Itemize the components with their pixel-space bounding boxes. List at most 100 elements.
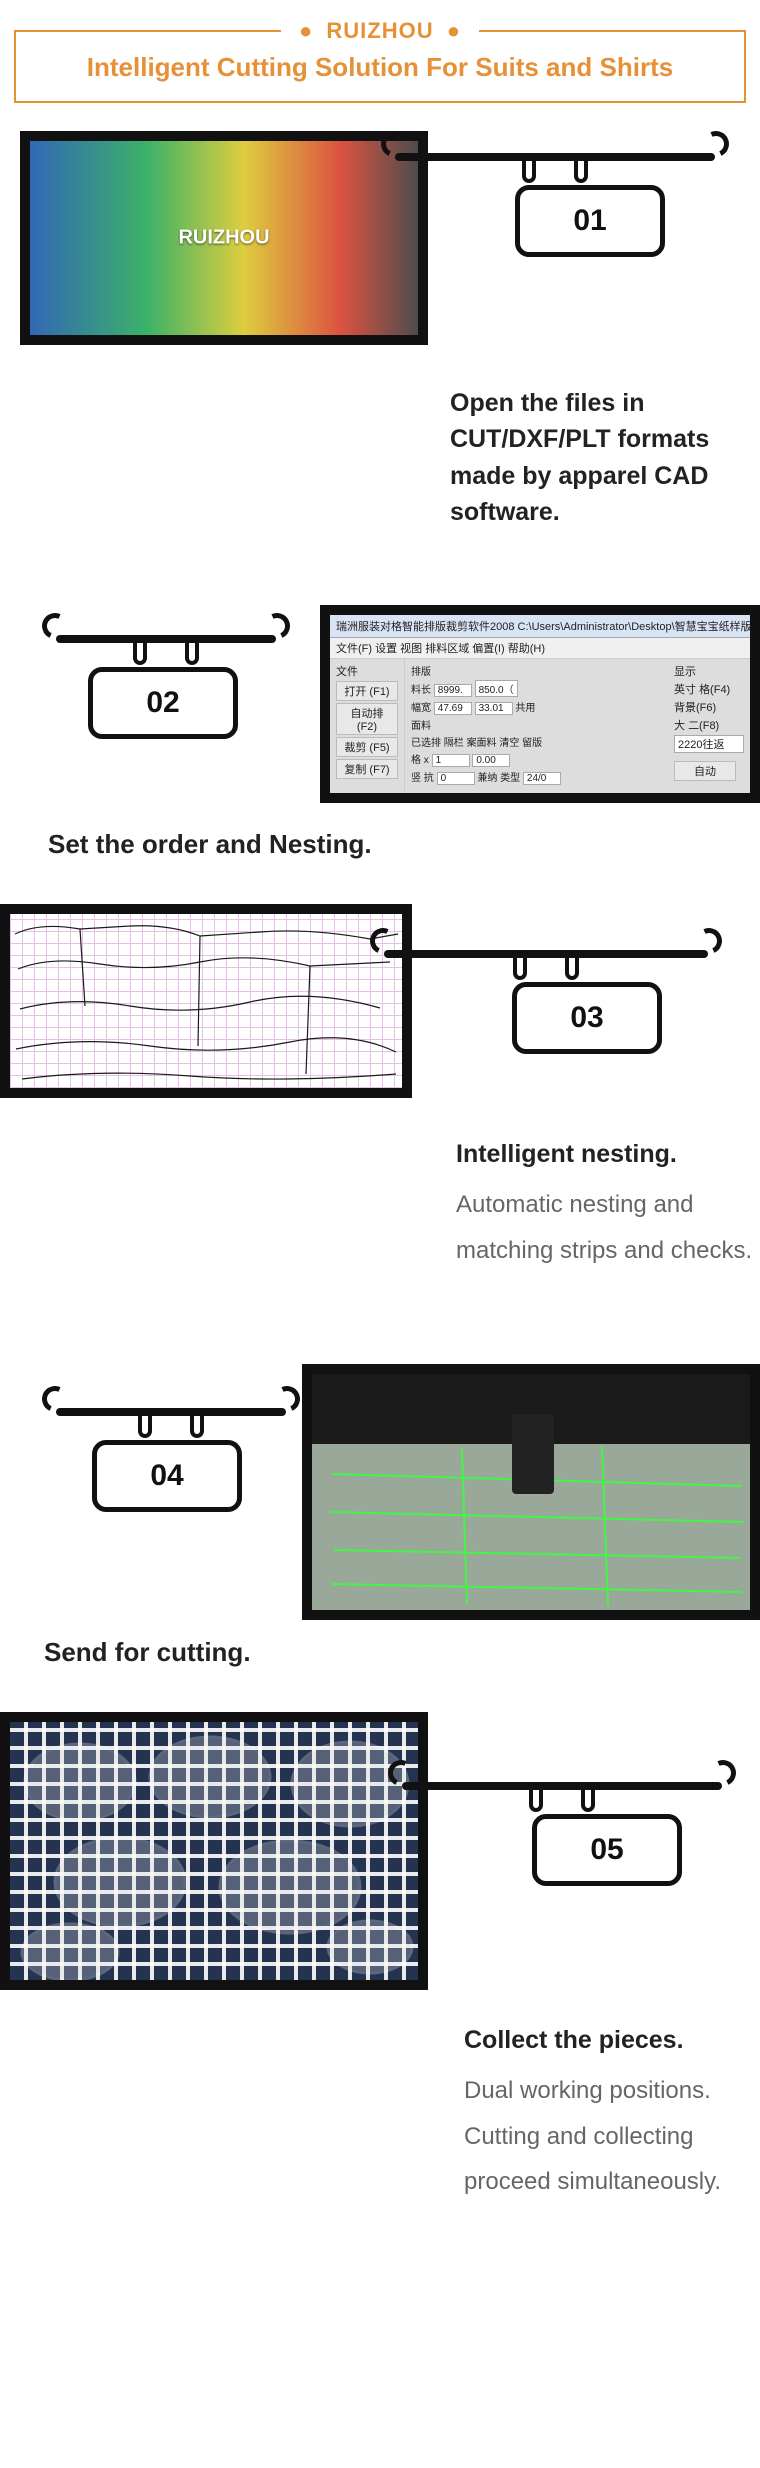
sw-back-label: 背景(F6) xyxy=(674,702,716,714)
curl-icon xyxy=(699,127,732,160)
hanger-icon xyxy=(138,1416,152,1438)
nesting-pattern-icon xyxy=(10,914,402,1088)
hanger-icon xyxy=(529,1790,543,1812)
sw-right-column: 显示 英寸 格(F4) 背景(F6) 大 二(F8) 2220往返 自动 xyxy=(668,659,750,791)
step-04-number: 04 xyxy=(92,1440,242,1512)
step-05-body: Dual working positions. Cutting and coll… xyxy=(464,2068,760,2205)
step-01-image-caption: RUIZHOU xyxy=(178,227,269,250)
curl-icon xyxy=(692,924,725,957)
step-01-title: Open the files in CUT/DXF/PLT formats ma… xyxy=(450,385,740,530)
hanger-icon xyxy=(513,958,527,980)
step-04-sign: 04 xyxy=(56,1408,286,1512)
sign-hangers xyxy=(56,1416,286,1438)
sw-button-open[interactable]: 打开 (F1) xyxy=(336,681,398,701)
sw-accept-label: 兼纳 xyxy=(477,773,497,784)
sign-bar xyxy=(384,950,708,958)
sw-button-cut[interactable]: 裁剪 (F5) xyxy=(336,737,398,757)
step-01-number: 01 xyxy=(515,185,665,257)
sw-share-label: 共用 xyxy=(515,703,535,714)
curl-icon xyxy=(38,1382,71,1415)
step-05-title: Collect the pieces. xyxy=(464,2022,760,2058)
hanger-icon xyxy=(581,1790,595,1812)
header-subtitle: Intelligent Cutting Solution For Suits a… xyxy=(36,50,724,85)
header-box: ● RUIZHOU ● Intelligent Cutting Solution… xyxy=(14,30,746,103)
sign-hangers xyxy=(402,1790,722,1812)
hanger-icon xyxy=(190,1416,204,1438)
sw-auto-button[interactable]: 自动 xyxy=(674,761,736,781)
sw-fabric-label: 面料 xyxy=(411,721,431,732)
step-03-number: 03 xyxy=(512,982,662,1054)
sign-bar xyxy=(56,1408,286,1416)
step-02-number: 02 xyxy=(88,667,238,739)
cutting-machine-icon xyxy=(312,1374,750,1610)
sw-type-label: 类型 xyxy=(500,773,520,784)
step-03: 03 Intelligent nesting. Automatic nestin… xyxy=(0,904,760,1354)
step-03-body: Automatic nesting and matching strips an… xyxy=(456,1182,756,1273)
sw-height-input-1[interactable]: 47.69 xyxy=(434,702,472,715)
curl-icon xyxy=(38,609,71,642)
brand-label: ● RUIZHOU ● xyxy=(281,18,479,44)
sw-big-label: 大 xyxy=(674,720,685,732)
sw-height-input-2[interactable]: 33.01 xyxy=(475,702,513,715)
step-01-sign: 01 xyxy=(395,153,715,257)
step-02: 瑞洲服装对格智能排版裁剪软件2008 C:\Users\Administrato… xyxy=(0,605,760,865)
curl-icon xyxy=(706,1756,739,1789)
sw-picks-label: 已选排 xyxy=(411,738,441,749)
hanger-icon xyxy=(185,643,199,665)
sw-title-bar: 瑞洲服装对格智能排版裁剪软件2008 C:\Users\Administrato… xyxy=(330,615,750,638)
sw-button-autonest[interactable]: 自动排 (F2) xyxy=(336,703,398,735)
sw-gx-input[interactable]: 1 xyxy=(432,754,470,767)
sw-opt-c: 清空 xyxy=(499,738,519,749)
step-02-sign: 02 xyxy=(56,635,276,739)
sw-params-panel: 排版 料长 8999. 850.0（ 幅宽 47.69 33.01 共用 面料 xyxy=(405,659,668,791)
sw-opt-d: 留版 xyxy=(522,738,542,749)
brand-text: RUIZHOU xyxy=(326,18,433,43)
hanger-icon xyxy=(574,161,588,183)
sw-height-label: 幅宽 xyxy=(411,703,431,714)
plaid-pieces-icon xyxy=(10,1722,418,1980)
sw-nesting-header: 排版 xyxy=(411,663,662,678)
sw-width-input-1[interactable]: 8999. xyxy=(434,684,472,697)
sw-col-header: 文件 xyxy=(336,663,398,679)
step-01: RUIZHOU 01 Open the files in CUT/DXF/PLT… xyxy=(0,131,760,585)
sw-gx-label: 格 x xyxy=(411,755,429,766)
sw-grid-label: 格(F4) xyxy=(699,684,730,696)
sign-hangers xyxy=(56,643,276,665)
sw-opt-b: 案面料 xyxy=(467,738,497,749)
software-ui-mock: 瑞洲服装对格智能排版裁剪软件2008 C:\Users\Administrato… xyxy=(330,615,750,793)
sw-button-copy[interactable]: 复制 (F7) xyxy=(336,759,398,779)
hanger-icon xyxy=(522,161,536,183)
sw-width-label: 料长 xyxy=(411,685,431,696)
step-03-text: Intelligent nesting. Automatic nesting a… xyxy=(456,1136,756,1273)
step-01-image: RUIZHOU xyxy=(20,131,428,345)
curl-icon xyxy=(270,1382,303,1415)
hanger-icon xyxy=(133,643,147,665)
sw-type-input[interactable]: 24/0 xyxy=(523,772,561,785)
step-04: 04 xyxy=(0,1364,760,1684)
sign-hangers xyxy=(395,161,715,183)
curl-icon xyxy=(260,609,293,642)
step-01-text: Open the files in CUT/DXF/PLT formats ma… xyxy=(450,385,740,530)
step-04-image xyxy=(302,1364,760,1620)
step-05: 05 Collect the pieces. Dual working posi… xyxy=(0,1712,760,2252)
sw-two-label: 二(F8) xyxy=(688,720,719,732)
dot-icon: ● xyxy=(441,18,467,43)
hanger-icon xyxy=(565,958,579,980)
sw-left-column: 文件 打开 (F1) 自动排 (F2) 裁剪 (F5) 复制 (F7) xyxy=(330,659,405,791)
sw-inch-label: 英寸 xyxy=(674,684,696,696)
sw-gx2-input[interactable]: 0.00 xyxy=(472,754,510,767)
sw-menu-bar: 文件(F) 设置 视图 排料区域 偏置(I) 帮助(H) xyxy=(330,638,750,659)
sw-unit-dropdown[interactable]: 2220往返 xyxy=(674,735,744,753)
sw-gy-label: 竖 抗 xyxy=(411,773,434,784)
sw-gy-input[interactable]: 0 xyxy=(437,772,475,785)
sign-bar xyxy=(395,153,715,161)
header: ● RUIZHOU ● Intelligent Cutting Solution… xyxy=(0,0,760,117)
sign-hangers xyxy=(384,958,708,980)
sw-opt-a: 隔栏 xyxy=(444,738,464,749)
sw-width-input-2[interactable]: 850.0（ xyxy=(475,680,518,697)
step-03-sign: 03 xyxy=(384,950,708,1054)
sign-bar xyxy=(402,1782,722,1790)
sw-display-header: 显示 xyxy=(674,663,744,679)
step-05-sign: 05 xyxy=(402,1782,722,1886)
step-02-image: 瑞洲服装对格智能排版裁剪软件2008 C:\Users\Administrato… xyxy=(320,605,760,803)
